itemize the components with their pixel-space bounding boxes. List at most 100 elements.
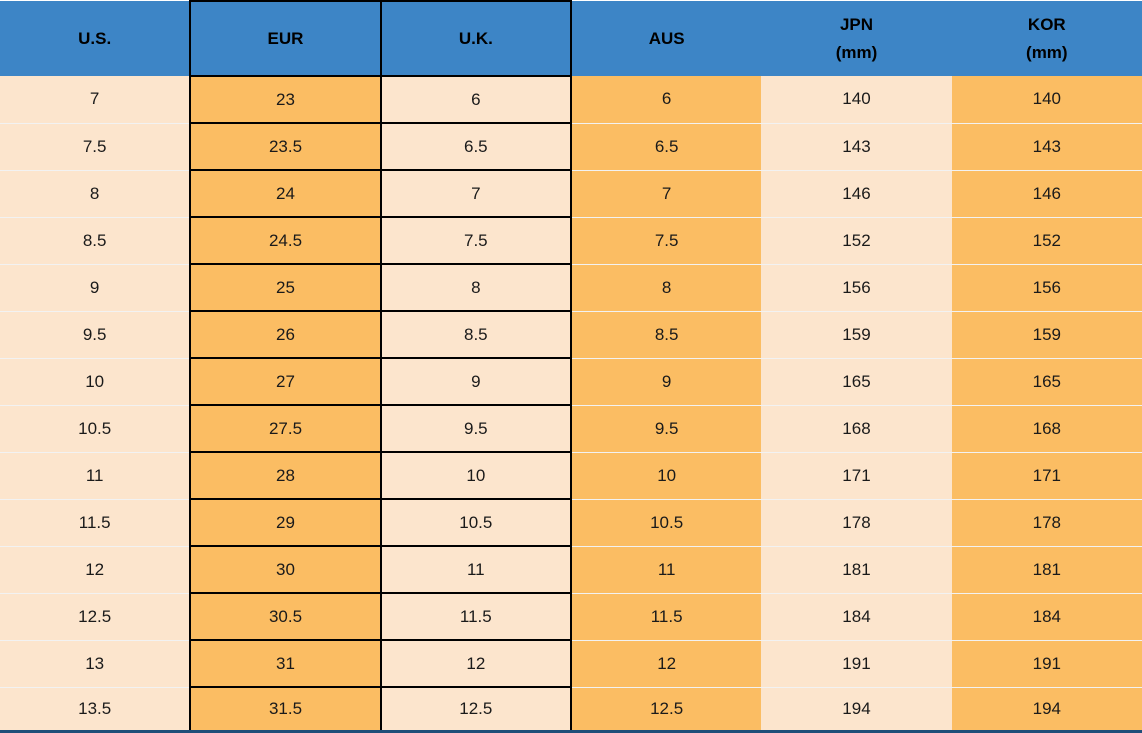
cell-jpn: 178 [761, 498, 952, 546]
cell-uk: 11 [379, 545, 572, 594]
cell-us: 9 [0, 263, 191, 311]
cell-us: 8.5 [0, 216, 191, 264]
cell-uk: 9.5 [379, 404, 572, 453]
table-body: 7 23 6 6 140 140 7.5 23.5 6.5 6.5 143 143 8 24 7 7 146 14… [0, 75, 1142, 732]
cell-us: 13.5 [0, 686, 191, 731]
cell-us: 10 [0, 357, 191, 405]
table-row: 8.5 24.5 7.5 7.5 152 152 [0, 216, 1142, 265]
cell-eur: 31.5 [189, 686, 382, 732]
header-sublabel-jpn: (mm) [835, 42, 878, 62]
table-row: 11 28 10 10 171 171 [0, 451, 1142, 500]
cell-eur: 28 [189, 451, 382, 500]
table-row: 13 31 12 12 191 191 [0, 639, 1142, 688]
cell-us: 10.5 [0, 404, 191, 452]
cell-eur: 23.5 [189, 122, 382, 171]
cell-uk: 6.5 [379, 122, 572, 171]
header-label-aus: AUS [648, 28, 685, 48]
cell-eur: 29 [189, 498, 382, 547]
cell-jpn: 159 [761, 310, 952, 358]
cell-aus: 10.5 [570, 498, 762, 546]
table-row: 10 27 9 9 165 165 [0, 357, 1142, 406]
header-cell-jpn: JPN (mm) [761, 1, 952, 76]
cell-uk: 9 [379, 357, 572, 406]
cell-kor: 146 [951, 169, 1142, 217]
header-cell-uk: U.K. [379, 0, 572, 77]
cell-eur: 26 [189, 310, 382, 359]
header-label-uk: U.K. [458, 28, 493, 48]
cell-aus: 9 [570, 357, 762, 405]
cell-eur: 25 [189, 263, 382, 312]
table-row: 11.5 29 10.5 10.5 178 178 [0, 498, 1142, 547]
cell-eur: 30.5 [189, 592, 382, 641]
cell-jpn: 156 [761, 263, 952, 311]
cell-jpn: 191 [761, 639, 952, 687]
cell-jpn: 143 [761, 122, 952, 170]
cell-jpn: 146 [761, 169, 952, 217]
cell-uk: 6 [379, 75, 572, 124]
cell-aus: 9.5 [570, 404, 762, 452]
table-row: 12.5 30.5 11.5 11.5 184 184 [0, 592, 1142, 641]
cell-jpn: 168 [761, 404, 952, 452]
cell-aus: 10 [570, 451, 762, 499]
cell-kor: 156 [951, 263, 1142, 311]
cell-us: 9.5 [0, 310, 191, 358]
cell-eur: 30 [189, 545, 382, 594]
cell-aus: 7 [570, 169, 762, 217]
cell-us: 7.5 [0, 122, 191, 170]
cell-us: 12.5 [0, 592, 191, 640]
cell-jpn: 184 [761, 592, 952, 640]
cell-kor: 140 [951, 76, 1142, 123]
table-row: 7.5 23.5 6.5 6.5 143 143 [0, 122, 1142, 171]
header-label-us: U.S. [78, 28, 112, 48]
header-label-kor: KOR [1027, 15, 1066, 35]
cell-eur: 24.5 [189, 216, 382, 265]
table-row: 8 24 7 7 146 146 [0, 169, 1142, 218]
cell-us: 8 [0, 169, 191, 217]
cell-jpn: 152 [761, 216, 952, 264]
cell-kor: 178 [951, 498, 1142, 546]
bottom-edge-strip [0, 730, 1142, 733]
table-row: 10.5 27.5 9.5 9.5 168 168 [0, 404, 1142, 453]
cell-kor: 194 [951, 686, 1142, 731]
cell-eur: 27 [189, 357, 382, 406]
cell-jpn: 171 [761, 451, 952, 499]
cell-eur: 27.5 [189, 404, 382, 453]
cell-us: 13 [0, 639, 191, 687]
header-row: U.S. EUR U.K. AUS JPN (mm) KOR (mm) [0, 0, 1142, 77]
table-row: 9.5 26 8.5 8.5 159 159 [0, 310, 1142, 359]
cell-us: 12 [0, 545, 191, 593]
cell-kor: 168 [951, 404, 1142, 452]
header-cell-kor: KOR (mm) [951, 1, 1142, 76]
cell-eur: 31 [189, 639, 382, 688]
header-label-eur: EUR [267, 28, 304, 48]
cell-kor: 159 [951, 310, 1142, 358]
cell-uk: 10 [379, 451, 572, 500]
cell-kor: 191 [951, 639, 1142, 687]
table-header: U.S. EUR U.K. AUS JPN (mm) KOR (mm) [0, 0, 1142, 77]
header-cell-eur: EUR [189, 0, 382, 77]
cell-uk: 8.5 [379, 310, 572, 359]
table-row: 9 25 8 8 156 156 [0, 263, 1142, 312]
table-row: 13.5 31.5 12.5 12.5 194 194 [0, 686, 1142, 732]
cell-us: 11.5 [0, 498, 191, 546]
table-row: 12 30 11 11 181 181 [0, 545, 1142, 594]
cell-uk: 7 [379, 169, 572, 218]
cell-aus: 11 [570, 545, 762, 593]
cell-kor: 184 [951, 592, 1142, 640]
cell-uk: 8 [379, 263, 572, 312]
cell-aus: 6 [570, 76, 762, 123]
cell-aus: 8 [570, 263, 762, 311]
header-sublabel-kor: (mm) [1026, 42, 1068, 62]
cell-us: 11 [0, 451, 191, 499]
cell-uk: 7.5 [379, 216, 572, 265]
cell-kor: 171 [951, 451, 1142, 499]
cell-aus: 11.5 [570, 592, 762, 640]
cell-aus: 6.5 [570, 122, 762, 170]
cell-kor: 181 [951, 545, 1142, 593]
cell-kor: 152 [951, 216, 1142, 264]
cell-aus: 12 [570, 639, 762, 687]
cell-aus: 12.5 [570, 686, 762, 731]
cell-aus: 7.5 [570, 216, 762, 264]
